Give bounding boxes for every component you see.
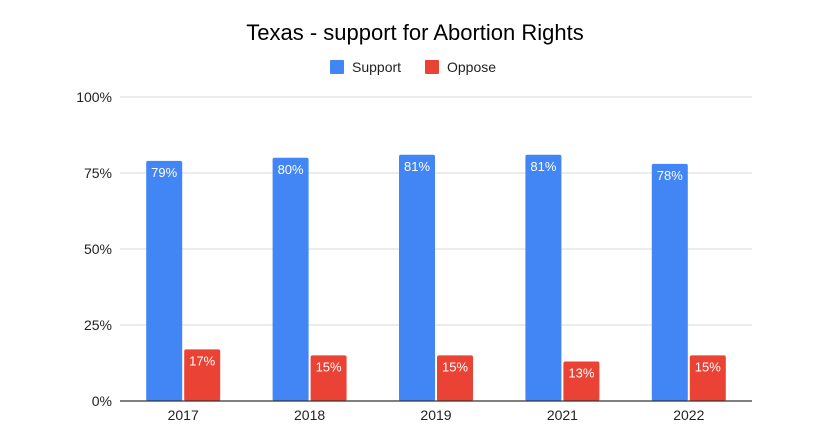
bars bbox=[146, 154, 726, 401]
x-tick-label-2018: 2018 bbox=[294, 407, 325, 423]
data-label-support-2018: 80% bbox=[278, 162, 304, 177]
data-label-support-2019: 81% bbox=[404, 159, 430, 174]
bar-support-2021 bbox=[525, 154, 562, 401]
legend-swatch-support bbox=[330, 60, 344, 74]
data-label-support-2022: 78% bbox=[657, 168, 683, 183]
data-label-support-2017: 79% bbox=[151, 165, 177, 180]
data-label-oppose-2019: 15% bbox=[442, 359, 468, 374]
bar-labels: 79% 17% 80% 15% 81% 15% 81% 13% 78% 15% bbox=[151, 159, 721, 381]
data-label-oppose-2017: 17% bbox=[189, 353, 215, 368]
data-label-oppose-2018: 15% bbox=[316, 359, 342, 374]
y-tick-label: 75% bbox=[84, 165, 112, 181]
bar-oppose-2021 bbox=[563, 361, 600, 401]
legend-swatch-oppose bbox=[425, 60, 439, 74]
bar-support-2017 bbox=[146, 160, 183, 401]
y-axis-ticks: 0% 25% 50% 75% 100% bbox=[76, 89, 112, 409]
bar-oppose-2022 bbox=[689, 355, 726, 401]
y-tick-label: 50% bbox=[84, 241, 112, 257]
bar-oppose-2017 bbox=[184, 349, 221, 401]
bar-oppose-2019 bbox=[437, 355, 473, 401]
bar-oppose-2018 bbox=[310, 355, 347, 401]
bar-support-2022 bbox=[651, 163, 688, 401]
x-axis-ticks: 2017 2018 2019 2021 2022 bbox=[168, 407, 705, 423]
x-tick-label-2017: 2017 bbox=[168, 407, 199, 423]
legend-label-support: Support bbox=[352, 59, 401, 75]
legend-label-oppose: Oppose bbox=[447, 59, 496, 75]
data-label-support-2021: 81% bbox=[530, 159, 556, 174]
data-label-oppose-2021: 13% bbox=[568, 365, 594, 380]
y-tick-label: 100% bbox=[76, 89, 112, 105]
y-tick-label: 0% bbox=[92, 393, 112, 409]
x-tick-label-2021: 2021 bbox=[547, 407, 578, 423]
data-label-oppose-2022: 15% bbox=[695, 359, 721, 374]
bar-support-2018 bbox=[272, 157, 309, 401]
legend: Support Oppose bbox=[330, 59, 496, 75]
x-tick-label-2022: 2022 bbox=[673, 407, 704, 423]
chart-title: Texas - support for Abortion Rights bbox=[246, 20, 584, 45]
bar-support-2019 bbox=[399, 154, 435, 401]
x-tick-label-2019: 2019 bbox=[420, 407, 451, 423]
gridlines bbox=[120, 96, 752, 326]
y-tick-label: 25% bbox=[84, 317, 112, 333]
